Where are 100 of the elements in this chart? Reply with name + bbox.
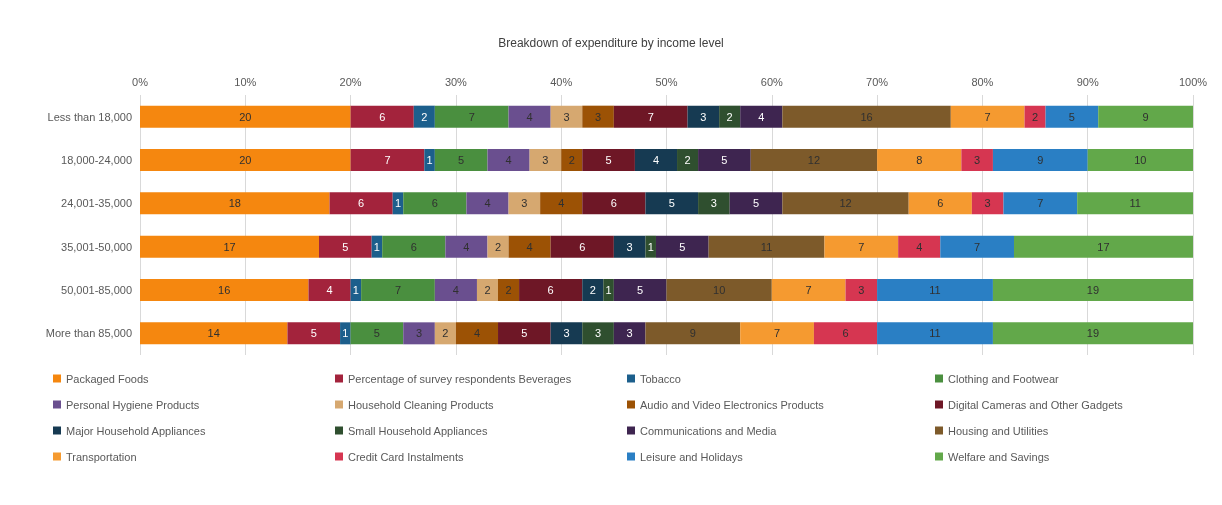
data-label: 9 [689, 327, 696, 340]
bar [329, 192, 393, 215]
y-tick-label: 18,000-24,000 [61, 154, 132, 166]
data-label: 2 [421, 110, 428, 123]
data-label: 7 [647, 110, 654, 123]
data-label: 6 [547, 284, 554, 296]
data-label: 20 [239, 154, 252, 166]
bar [992, 149, 1088, 171]
data-label: 7 [774, 327, 781, 340]
bar [487, 149, 530, 171]
data-label: 16 [218, 284, 231, 296]
bar [540, 192, 583, 215]
bar [403, 192, 467, 215]
bar [613, 105, 688, 128]
data-label: 2 [684, 154, 691, 166]
data-label: 3 [521, 197, 528, 210]
data-label: 2 [726, 110, 733, 123]
data-label: 14 [207, 327, 220, 340]
data-label: 3 [415, 327, 423, 340]
data-label: 5 [458, 154, 465, 166]
data-label: 6 [410, 240, 417, 253]
data-label: 3 [858, 284, 865, 296]
data-label: 7 [384, 154, 391, 166]
data-label: 5 [752, 197, 760, 210]
data-label: 4 [452, 284, 459, 296]
x-tick-label: 80% [971, 75, 994, 88]
data-label: 5 [373, 327, 380, 340]
bar [508, 235, 551, 258]
data-label: 1 [342, 327, 349, 340]
data-label: 5 [637, 284, 644, 296]
bar [645, 322, 741, 345]
legend-label: Tobacco [640, 372, 681, 385]
bar [698, 192, 730, 215]
data-label: 17 [223, 240, 236, 253]
bar [634, 149, 678, 171]
x-tick-label: 0% [132, 75, 149, 88]
bar [729, 192, 783, 215]
data-label: 9 [1037, 154, 1044, 166]
data-label: 6 [431, 197, 438, 210]
data-label: 11 [1129, 197, 1141, 210]
data-label: 3 [974, 154, 981, 166]
bar [361, 279, 435, 301]
legend-label: Clothing and Footwear [948, 372, 1060, 385]
data-label: 3 [594, 110, 602, 123]
data-label: 4 [652, 154, 660, 166]
bar [740, 105, 783, 128]
bar [403, 322, 435, 345]
bar [434, 149, 488, 171]
data-label: 3 [710, 197, 717, 210]
y-tick-label: 35,001-50,000 [61, 240, 132, 253]
bar [940, 235, 1014, 258]
bar [719, 105, 741, 128]
data-label: 7 [805, 284, 812, 296]
data-label: 2 [1031, 110, 1039, 123]
data-label: 10 [1134, 154, 1147, 166]
bar [508, 192, 541, 215]
bar [582, 192, 646, 215]
bar [908, 192, 972, 215]
bar [529, 149, 562, 171]
bar [498, 279, 520, 301]
bar [287, 322, 341, 345]
data-label: 20 [239, 110, 252, 123]
data-label: 6 [579, 240, 586, 253]
data-label: 4 [526, 110, 533, 123]
data-label: 3 [542, 154, 549, 166]
legend-label: Household Cleaning Products [348, 398, 495, 411]
bar [1003, 192, 1078, 215]
data-label: 7 [394, 284, 402, 296]
data-label: 5 [342, 240, 349, 253]
legend-label: Leisure and Holidays [640, 450, 744, 463]
data-label: 4 [463, 240, 470, 253]
legend-label: Credit Card Instalments [348, 450, 465, 463]
data-label: 4 [526, 240, 533, 253]
data-label: 2 [494, 240, 502, 253]
bar [603, 279, 614, 301]
data-label: 1 [373, 240, 380, 253]
x-tick-label: 40% [550, 75, 573, 88]
data-label: 17 [1097, 240, 1110, 253]
bar [550, 322, 583, 345]
bar [434, 279, 477, 301]
bar [845, 279, 878, 301]
data-label: 12 [807, 154, 821, 166]
legend-label: Housing and Utilities [948, 424, 1049, 437]
data-label: 5 [668, 197, 675, 210]
bar [992, 322, 1193, 345]
bar [350, 149, 425, 171]
bar [677, 149, 699, 171]
legend-label: Percentage of survey respondents Beverages [348, 372, 572, 385]
legend-label: Audio and Video Electronics Products [640, 398, 825, 411]
data-label: 5 [1068, 110, 1075, 123]
data-label: 7 [468, 110, 475, 123]
data-label: 4 [505, 154, 512, 166]
data-label: 6 [610, 197, 617, 210]
legend-label: Digital Cameras and Other Gadgets [948, 398, 1124, 411]
data-label: 9 [1142, 110, 1149, 123]
data-label: 11 [929, 284, 941, 296]
data-label: 3 [700, 110, 707, 123]
legend-label: Personal Hygiene Products [66, 398, 200, 411]
bar [466, 192, 509, 215]
data-label: 3 [626, 327, 633, 340]
